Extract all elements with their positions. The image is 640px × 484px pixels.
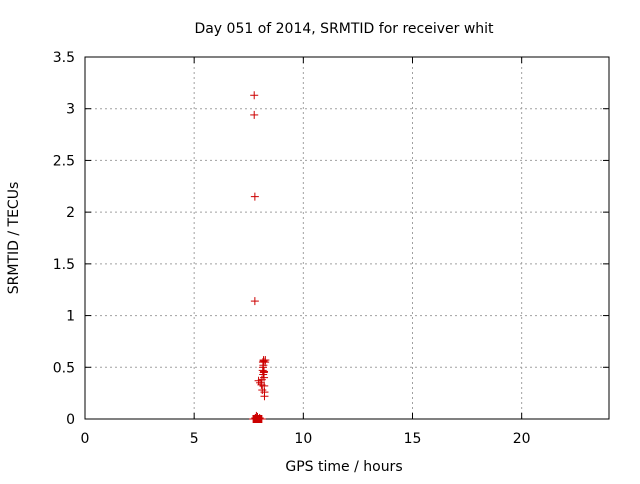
data-points — [249, 91, 270, 423]
data-point — [260, 392, 269, 401]
data-point — [250, 110, 259, 119]
y-axis-label: SRMTID / TECUs — [6, 182, 22, 295]
data-point — [250, 297, 259, 306]
y-tick-label: 3.5 — [53, 50, 75, 66]
chart-title: Day 051 of 2014, SRMTID for receiver whi… — [194, 21, 494, 37]
axes — [84, 56, 610, 420]
x-tick-label: 5 — [190, 431, 199, 447]
y-tick-label: 2 — [66, 205, 75, 221]
grid — [85, 57, 609, 419]
x-tick-label: 10 — [294, 431, 312, 447]
data-point — [254, 376, 263, 385]
y-tick-label: 3 — [66, 102, 75, 118]
ticks: 0 5 10 15 20 0 0.5 1 1.5 2 2.5 3 3.5 — [53, 50, 609, 447]
data-point — [250, 192, 259, 201]
data-point — [260, 373, 269, 382]
data-point — [250, 91, 259, 100]
y-tick-label: 0 — [66, 412, 75, 428]
y-tick-label: 1 — [66, 309, 75, 325]
x-tick-label: 15 — [404, 431, 422, 447]
plot-frame — [84, 56, 610, 420]
y-tick-label: 0.5 — [53, 360, 75, 376]
x-tick-label: 20 — [513, 431, 531, 447]
x-axis-label: GPS time / hours — [285, 459, 402, 475]
x-tick-label: 0 — [81, 431, 90, 447]
y-tick-label: 2.5 — [53, 153, 75, 169]
data-point — [261, 356, 270, 365]
data-point — [255, 413, 264, 422]
y-tick-label: 1.5 — [53, 257, 75, 273]
